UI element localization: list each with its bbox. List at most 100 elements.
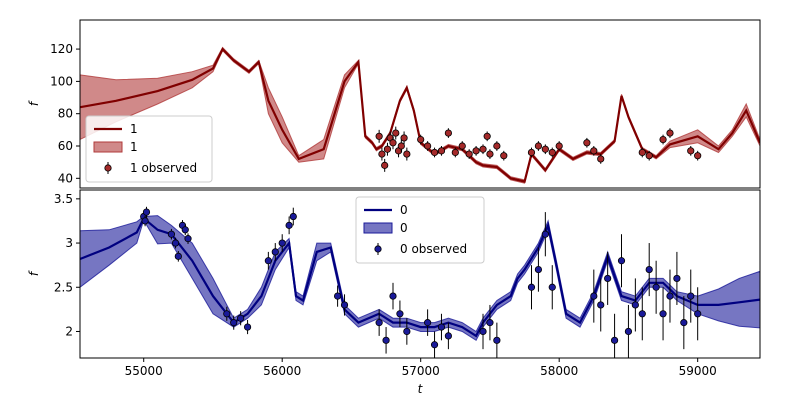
observed-point <box>397 142 405 150</box>
observed-point <box>396 310 404 318</box>
legend-band-label: 1 <box>130 140 138 154</box>
y-tick-label: 3 <box>65 236 73 250</box>
observed-point <box>383 145 392 153</box>
observed-point <box>479 145 487 153</box>
observed-point <box>392 129 400 137</box>
observed-point <box>493 336 501 344</box>
observed-point <box>659 135 667 144</box>
observed-point <box>451 148 459 157</box>
observed-point <box>541 230 549 238</box>
x-tick-label: 59000 <box>679 364 717 378</box>
observed-point <box>666 292 674 300</box>
observed-point <box>174 252 182 260</box>
observed-point <box>652 283 660 291</box>
observed-point <box>624 327 633 336</box>
observed-point <box>590 292 598 300</box>
legend-band-swatch <box>93 141 123 153</box>
observed-point <box>597 155 605 163</box>
observed-point <box>430 341 439 349</box>
observed-point <box>541 145 549 153</box>
x-tick-label: 56000 <box>263 364 301 378</box>
legend-line-label: 1 <box>130 122 138 136</box>
observed-point <box>583 139 591 147</box>
observed-point <box>590 147 598 155</box>
observed-point <box>694 152 702 160</box>
observed-point <box>680 319 688 327</box>
observed-point <box>437 323 446 331</box>
observed-point <box>604 274 612 283</box>
x-tick-label: 58000 <box>540 364 578 378</box>
observed-point <box>389 292 397 300</box>
legend-point-swatch <box>374 245 382 253</box>
observed-point <box>673 274 681 283</box>
observed-point <box>597 301 605 309</box>
top-panel: 40 60 80 100 120 f 1 1 1 observed <box>27 19 761 189</box>
observed-point <box>167 230 176 238</box>
legend: 1 1 1 observed <box>85 115 213 183</box>
y-axis-label: f <box>27 270 41 276</box>
observed-point <box>444 332 452 340</box>
observed-point <box>694 310 702 318</box>
observed-point <box>610 336 619 344</box>
observed-point <box>534 265 543 274</box>
x-axis-label: t <box>418 382 424 396</box>
observed-point <box>483 132 491 140</box>
observed-point <box>403 150 411 158</box>
observed-point <box>486 319 494 327</box>
y-tick-label: 2.5 <box>54 280 73 294</box>
legend-box <box>355 196 485 264</box>
observed-point <box>264 257 272 265</box>
observed-point <box>645 265 653 274</box>
observed-point <box>403 327 411 336</box>
observed-point <box>548 148 556 157</box>
y-tick-label: 40 <box>58 171 73 185</box>
observed-point <box>181 226 189 234</box>
observed-point <box>237 314 245 322</box>
observed-point <box>424 319 432 327</box>
y-tick-label: 100 <box>50 74 73 88</box>
legend: 0 0 0 observed <box>355 196 485 264</box>
observed-point <box>500 152 508 160</box>
observed-point <box>142 208 151 216</box>
observed-point <box>527 148 536 157</box>
observed-point <box>486 150 494 158</box>
legend-points-label: 0 observed <box>400 242 467 256</box>
bottom-panel: 2 2.5 3 3.5 f 55000 56000 57000 58000 59000 t 0 0 0 o… <box>27 189 761 396</box>
observed-point <box>230 319 238 327</box>
observed-point <box>534 142 543 150</box>
legend-points-label: 1 observed <box>130 161 197 175</box>
observed-point <box>243 323 252 331</box>
observed-point <box>223 310 231 318</box>
observed-point <box>548 283 556 291</box>
observed-point <box>184 235 192 243</box>
axes-frame <box>79 189 761 359</box>
observed-point <box>444 129 452 137</box>
observed-point <box>687 147 695 155</box>
observed-point <box>424 142 432 150</box>
legend-point-swatch <box>104 164 112 172</box>
observed-point <box>278 239 286 247</box>
observed-point <box>687 292 695 300</box>
observed-point <box>375 132 383 140</box>
axes-frame <box>79 19 761 189</box>
y-tick-label: 60 <box>58 139 73 153</box>
observed-point <box>617 257 626 265</box>
observed-point <box>171 239 180 247</box>
x-tick-label: 55000 <box>125 364 163 378</box>
observed-point <box>340 301 349 309</box>
observed-point <box>382 336 390 344</box>
plot-area <box>80 46 760 184</box>
observed-point <box>141 217 149 225</box>
observed-point <box>472 147 480 155</box>
observed-point <box>289 212 297 221</box>
y-axis-label: f <box>27 100 41 106</box>
observed-point <box>527 283 536 291</box>
observed-point <box>271 248 279 256</box>
observed-point <box>333 292 342 300</box>
observed-point <box>645 152 653 160</box>
observed-point <box>437 147 446 155</box>
observed-point <box>375 319 383 327</box>
observed-point <box>666 129 674 137</box>
observed-point <box>285 221 293 229</box>
